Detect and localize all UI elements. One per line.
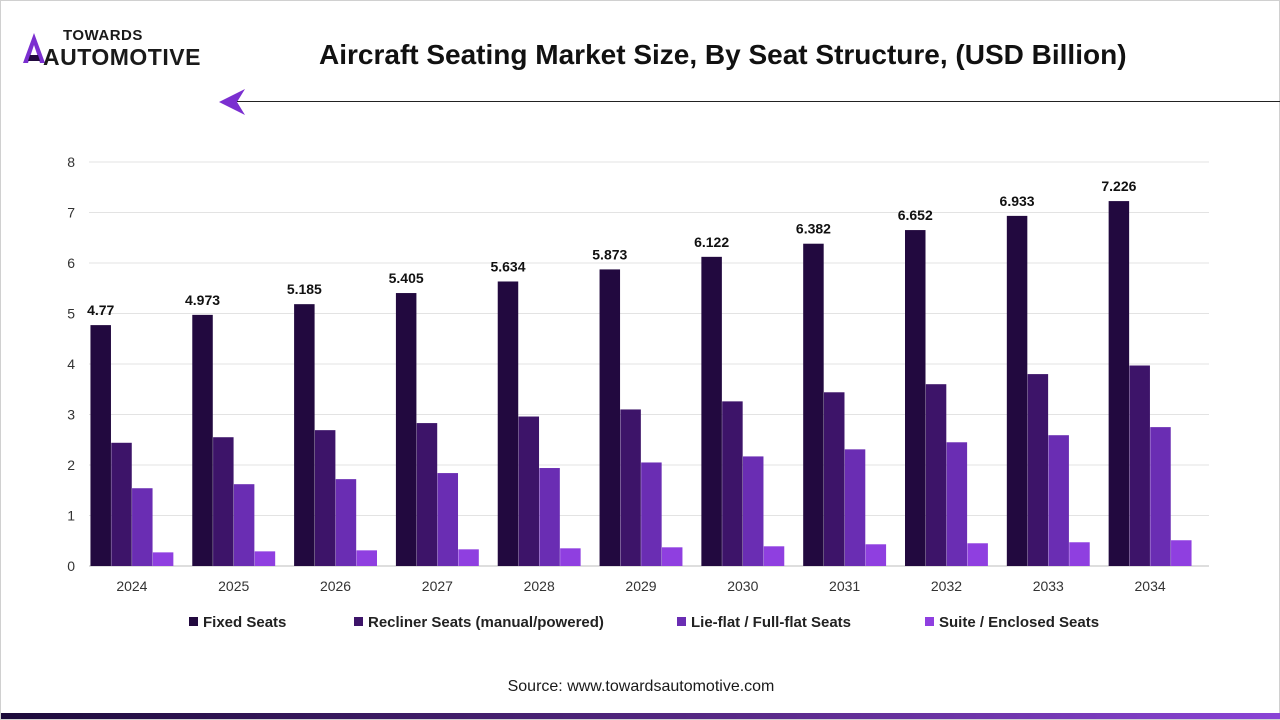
bar-4-2030 <box>763 546 785 566</box>
bar-4-2029 <box>661 547 683 566</box>
bar-chart: 0 1 2 3 4 5 6 7 8 4.77 4.973 5.185 5.405 5.634 5.873 6… <box>67 154 1209 631</box>
bar-4-2024 <box>152 552 174 566</box>
bar-1-2027 <box>395 293 417 566</box>
data-label: 5.185 <box>287 281 322 297</box>
bar-1-2030 <box>701 256 722 566</box>
y-axis-ticks: 0 1 2 3 4 5 6 7 8 <box>67 154 75 574</box>
legend-label: Lie-flat / Full-flat Seats <box>691 614 851 631</box>
bar-1-2032 <box>905 230 926 566</box>
bar-1-2024 <box>90 325 111 566</box>
bar-2-2027 <box>416 423 438 566</box>
bar-3-2028 <box>539 468 560 566</box>
legend-label: Suite / Enclosed Seats <box>939 614 1099 631</box>
bar-3-2026 <box>335 479 357 566</box>
bar-3-2024 <box>132 488 153 566</box>
data-label: 6.933 <box>1000 193 1035 209</box>
source-note: Source: www.towardsautomotive.com <box>507 678 775 695</box>
brand-logo: TOWARDS AUTOMOTIVE <box>19 27 229 71</box>
bar-4-2034 <box>1171 540 1192 566</box>
legend-swatch <box>354 617 363 626</box>
bottom-accent-bar <box>1 713 1280 719</box>
bar-2-2029 <box>620 409 641 566</box>
bar-3-2034 <box>1150 427 1171 566</box>
x-tick-label: 2033 <box>1033 578 1064 594</box>
bar-4-2032 <box>967 543 988 566</box>
header-divider <box>237 101 1280 102</box>
bar-1-2034 <box>1108 201 1130 566</box>
y-tick-label: 7 <box>67 205 75 221</box>
data-label: 4.973 <box>185 292 220 308</box>
x-tick-label: 2028 <box>524 578 555 594</box>
bar-3-2031 <box>844 449 866 566</box>
y-tick-label: 3 <box>67 407 75 423</box>
legend-label: Fixed Seats <box>203 614 286 631</box>
y-tick-label: 6 <box>67 255 75 271</box>
bar-1-2031 <box>803 243 824 567</box>
x-tick-label: 2030 <box>727 578 758 594</box>
bar-2-2034 <box>1129 365 1150 566</box>
legend-swatch <box>925 617 934 626</box>
logo-text-bottom: AUTOMOTIVE <box>43 44 201 70</box>
data-label: 6.382 <box>796 221 831 237</box>
x-axis-ticks: 2024 2025 2026 2027 2028 2029 2030 2031 2032 2033… <box>116 578 1166 594</box>
bar-4-2026 <box>356 550 377 566</box>
x-tick-label: 2025 <box>218 578 249 594</box>
data-label: 6.652 <box>898 207 933 223</box>
bar-2-2028 <box>518 416 540 566</box>
bar-1-2029 <box>599 269 621 566</box>
bar-4-2025 <box>254 551 276 566</box>
bar-2-2025 <box>213 437 234 566</box>
bar-1-2033 <box>1006 215 1028 567</box>
x-tick-label: 2031 <box>829 578 860 594</box>
bar-4-2028 <box>560 548 581 566</box>
y-tick-label: 8 <box>67 154 75 170</box>
bar-4-2027 <box>458 549 479 566</box>
data-label: 5.873 <box>592 246 627 262</box>
data-labels: 4.77 4.973 5.185 5.405 5.634 5.873 6.122 6.382 6… <box>87 178 1137 318</box>
bar-3-2033 <box>1048 435 1069 566</box>
chart-bars <box>90 201 1192 567</box>
x-tick-label: 2032 <box>931 578 962 594</box>
arrow-left-icon <box>219 89 245 115</box>
y-tick-label: 0 <box>67 558 75 574</box>
bar-2-2032 <box>925 384 947 566</box>
y-tick-label: 5 <box>67 306 75 322</box>
x-tick-label: 2026 <box>320 578 351 594</box>
legend-label: Recliner Seats (manual/powered) <box>368 614 604 631</box>
bar-2-2030 <box>722 401 743 566</box>
data-label: 7.226 <box>1101 178 1136 194</box>
bar-1-2028 <box>497 281 519 566</box>
data-label: 5.634 <box>490 258 525 274</box>
bar-3-2032 <box>946 442 968 566</box>
x-tick-label: 2029 <box>625 578 656 594</box>
y-tick-label: 1 <box>67 508 75 524</box>
bar-4-2031 <box>865 544 887 566</box>
bar-3-2029 <box>641 462 662 566</box>
legend-swatch <box>677 617 686 626</box>
logo-text-top: TOWARDS <box>63 27 143 44</box>
bar-3-2030 <box>742 456 764 566</box>
bar-4-2033 <box>1069 542 1090 566</box>
bar-3-2027 <box>437 473 459 566</box>
bar-2-2031 <box>823 392 845 566</box>
x-tick-label: 2027 <box>422 578 453 594</box>
x-tick-label: 2034 <box>1135 578 1166 594</box>
y-tick-label: 4 <box>67 356 75 372</box>
bar-3-2025 <box>233 484 255 566</box>
y-tick-label: 2 <box>67 457 75 473</box>
bar-1-2026 <box>294 304 315 566</box>
bar-2-2024 <box>111 442 132 566</box>
legend-swatch <box>189 617 198 626</box>
data-label: 5.405 <box>389 270 424 286</box>
x-tick-label: 2024 <box>116 578 147 594</box>
bar-2-2033 <box>1027 374 1049 566</box>
chart-legend: Fixed Seats Recliner Seats (manual/powere… <box>189 614 1099 631</box>
chart-title: Aircraft Seating Market Size, By Seat St… <box>319 39 1127 70</box>
logo-mark-icon <box>23 33 45 63</box>
data-label: 6.122 <box>694 234 729 250</box>
bar-2-2026 <box>314 430 336 566</box>
data-label: 4.77 <box>87 302 114 318</box>
bar-1-2025 <box>192 314 213 566</box>
